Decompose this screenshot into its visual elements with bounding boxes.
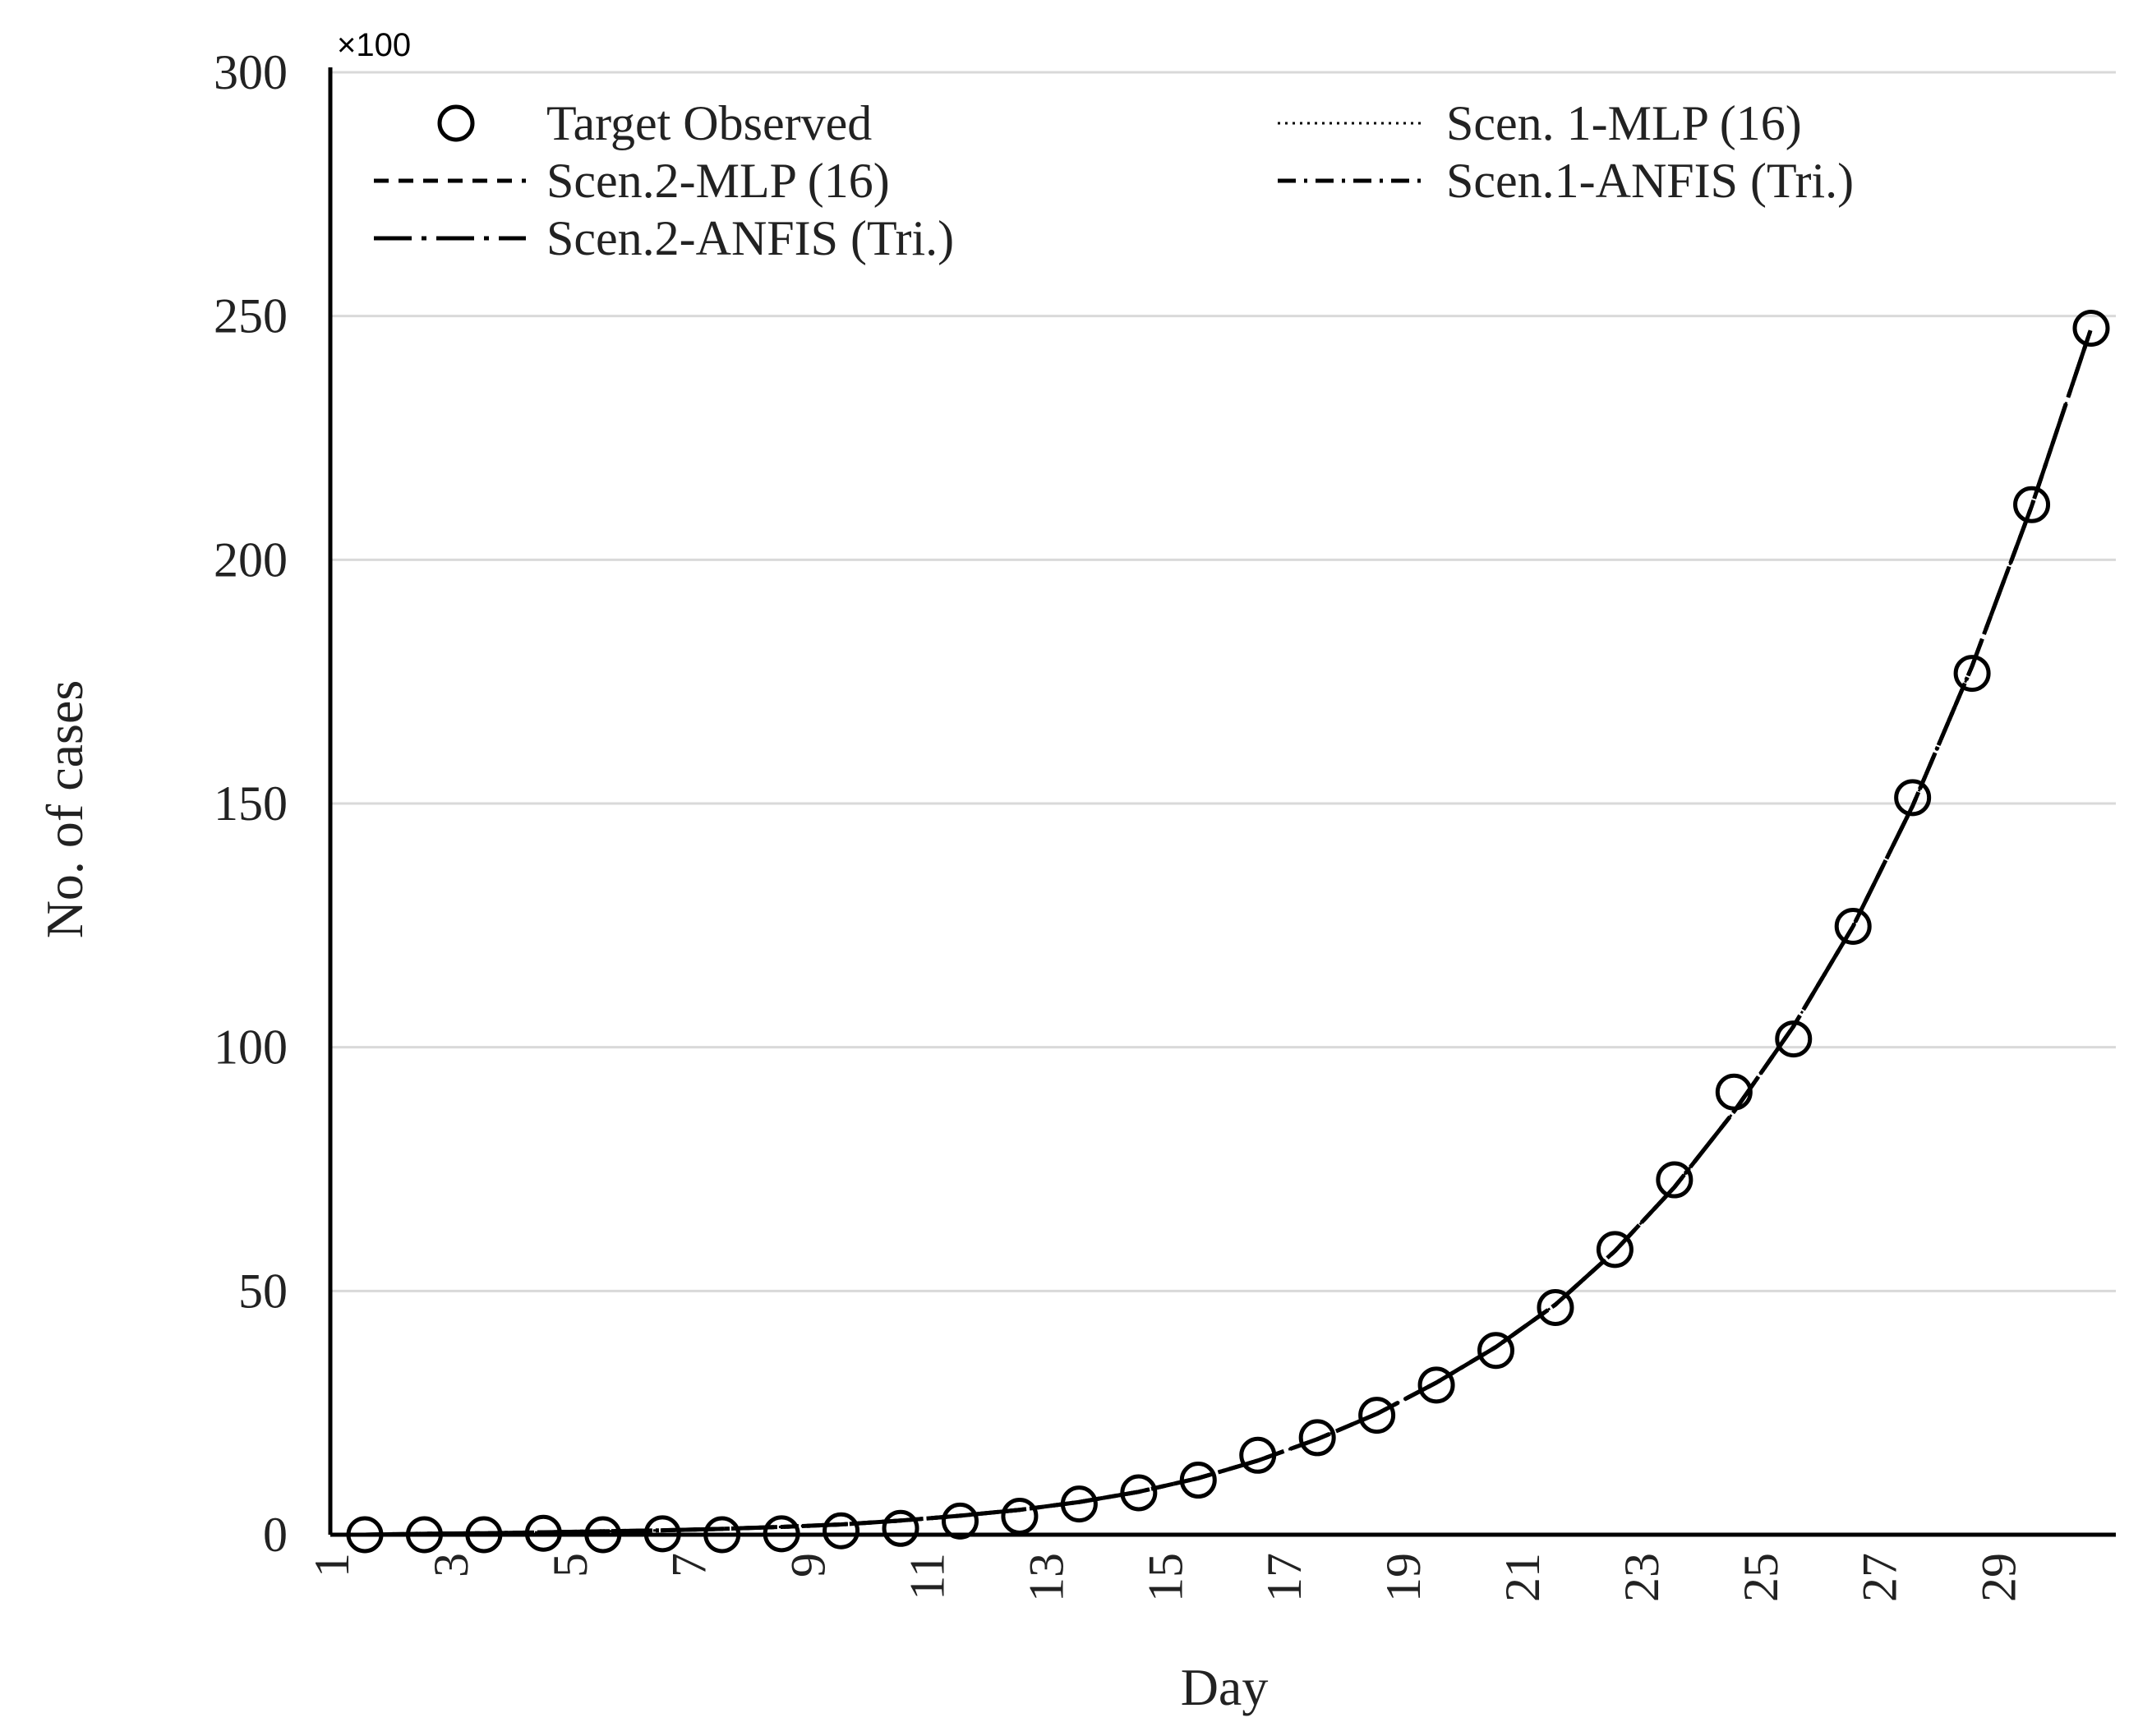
data-point-target-observed xyxy=(1894,779,1932,817)
y-tick-label: 0 xyxy=(263,1508,288,1562)
y-multiplier-label: ×100 xyxy=(337,27,411,63)
x-tick-label: 25 xyxy=(1734,1553,1788,1602)
data-point-target-observed xyxy=(1120,1474,1158,1512)
data-point-target-observed xyxy=(1596,1231,1634,1269)
data-point-target-observed xyxy=(1715,1073,1753,1111)
x-tick-label: 15 xyxy=(1138,1553,1192,1602)
data-point-target-observed xyxy=(2013,486,2051,523)
x-tick-label: 9 xyxy=(781,1553,836,1577)
legend-label-scen-2-mlp-16: Scen.2-MLP (16) xyxy=(546,154,890,208)
x-tick-label: 23 xyxy=(1615,1553,1669,1602)
y-tick-label: 300 xyxy=(214,45,288,99)
x-tick-label: 3 xyxy=(424,1553,478,1577)
legend: Target Observed Scen. 1-MLP (16) Scen.2-ML… xyxy=(374,96,1854,265)
legend-label-scen-1-mlp-16: Scen. 1-MLP (16) xyxy=(1446,96,1802,150)
y-tick-label: 50 xyxy=(238,1264,288,1318)
grid-lines xyxy=(330,71,2116,1292)
data-point-target-observed xyxy=(1834,908,1872,946)
legend-label-scen-2-anfis-tri: Scen.2-ANFIS (Tri.) xyxy=(546,211,954,265)
legend-swatch-target-observed xyxy=(437,104,475,142)
data-point-target-observed xyxy=(1953,655,1991,693)
x-tick-label: 13 xyxy=(1019,1553,1073,1602)
series-line-scen-2-anfis-tri xyxy=(364,327,2094,1537)
x-tick-label: 21 xyxy=(1495,1553,1550,1602)
data-point-target-observed xyxy=(1477,1332,1515,1370)
x-tick-label: 27 xyxy=(1853,1553,1907,1602)
data-point-target-observed xyxy=(1060,1485,1098,1523)
data-point-target-observed xyxy=(2072,310,2110,347)
x-tick-label: 7 xyxy=(662,1553,717,1577)
data-point-target-observed xyxy=(823,1512,860,1550)
data-point-target-observed xyxy=(882,1509,919,1547)
x-tick-labels: 1 3 5 7 9 11 13 15 17 19 21 23 25 27 29 xyxy=(305,1553,2026,1602)
data-point-target-observed xyxy=(1001,1497,1039,1535)
data-point-target-observed xyxy=(1239,1436,1277,1474)
data-point-target-observed xyxy=(1775,1020,1813,1058)
legend-label-target-observed: Target Observed xyxy=(546,96,872,150)
series-line-scen-2-mlp-16 xyxy=(364,327,2094,1537)
series-lines xyxy=(364,327,2094,1537)
x-tick-label: 19 xyxy=(1376,1553,1431,1602)
data-point-target-observed xyxy=(1417,1366,1455,1404)
x-tick-label: 17 xyxy=(1257,1553,1311,1602)
data-point-target-observed xyxy=(1298,1419,1336,1457)
y-tick-label: 150 xyxy=(214,776,288,831)
x-tick-label: 5 xyxy=(543,1553,597,1577)
x-tick-label: 1 xyxy=(305,1553,359,1577)
axes xyxy=(328,67,2116,1537)
x-axis-title: Day xyxy=(1181,1658,1269,1716)
data-point-target-observed xyxy=(941,1502,979,1540)
y-tick-label: 200 xyxy=(214,532,288,587)
data-point-target-observed xyxy=(1179,1462,1217,1499)
series-line-scen-1-mlp-16 xyxy=(364,328,2093,1536)
legend-label-scen-1-anfis-tri: Scen.1-ANFIS (Tri.) xyxy=(1446,154,1854,208)
series-line-scen-1-anfis-tri xyxy=(364,327,2094,1537)
x-tick-label: 11 xyxy=(900,1553,954,1600)
y-tick-label: 250 xyxy=(214,289,288,343)
y-axis-title: No. of cases xyxy=(35,680,94,939)
data-point-target-observed xyxy=(1656,1161,1693,1199)
y-tick-labels: 0 50 100 150 200 250 300 xyxy=(214,45,288,1562)
x-tick-label: 29 xyxy=(1972,1553,2026,1602)
y-tick-label: 100 xyxy=(214,1020,288,1075)
observed-markers xyxy=(346,310,2110,1554)
data-point-target-observed xyxy=(1537,1289,1574,1327)
data-point-target-observed xyxy=(1358,1397,1396,1434)
